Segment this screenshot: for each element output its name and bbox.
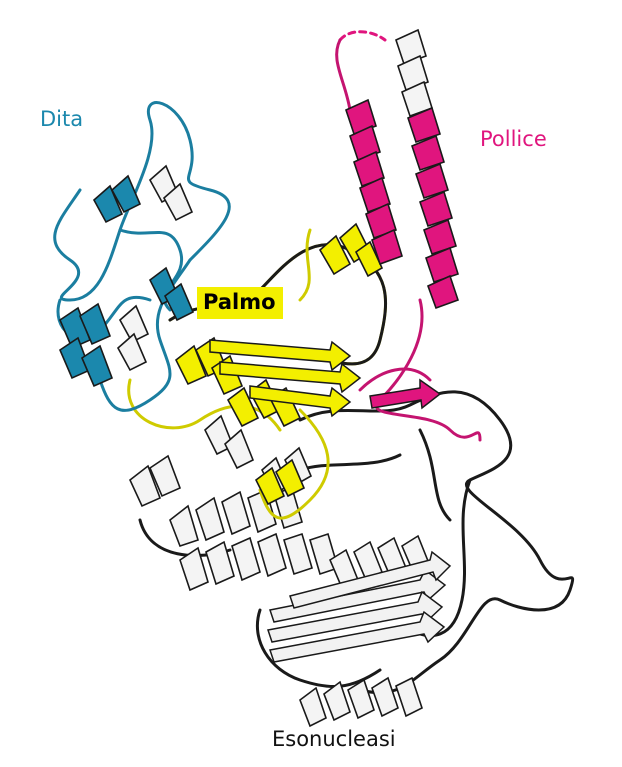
thumb-label: Pollice bbox=[480, 127, 547, 151]
fingers-domain bbox=[53, 101, 231, 412]
exonuclease-domain bbox=[129, 390, 575, 728]
palm-label-background bbox=[197, 287, 283, 319]
thumb-domain bbox=[335, 28, 482, 442]
fingers-label: Dita bbox=[40, 107, 84, 131]
palm-domain bbox=[127, 222, 387, 520]
exonuclease-label: Esonucleasi bbox=[272, 727, 396, 751]
palm-label: Palmo bbox=[203, 290, 276, 314]
